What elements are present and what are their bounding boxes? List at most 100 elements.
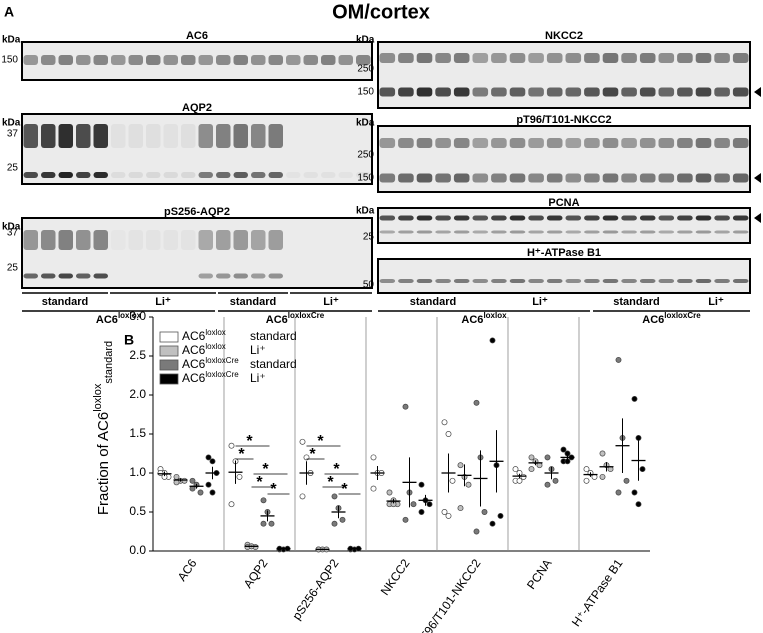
- treatment-label: Li⁺: [708, 296, 724, 308]
- data-point: [544, 454, 551, 461]
- unit-label: kDa: [356, 118, 375, 129]
- blot-band: [303, 172, 318, 178]
- blot-band: [491, 215, 507, 221]
- blot-band: [76, 273, 91, 279]
- y-tick-label: 0.5: [129, 504, 146, 518]
- data-point: [260, 497, 267, 504]
- blot-band: [546, 230, 563, 234]
- blot-band: [639, 87, 656, 97]
- blot-band: [198, 55, 213, 65]
- y-axis-label-part: Fraction of AC6: [95, 412, 112, 515]
- data-point: [228, 442, 235, 449]
- blot-band: [435, 230, 451, 234]
- blot-band: [198, 230, 213, 250]
- blot-band: [41, 273, 56, 279]
- blot-band: [23, 172, 38, 178]
- blot-band: [695, 230, 712, 234]
- data-point: [331, 493, 338, 500]
- blot-title: AC6: [186, 30, 208, 42]
- blot-band: [181, 172, 196, 178]
- blot-band: [76, 124, 91, 148]
- blot-band: [251, 230, 266, 250]
- blot-band: [509, 215, 526, 221]
- blot-band: [509, 87, 526, 97]
- size-marker: 150: [357, 87, 374, 98]
- data-point: [615, 489, 622, 496]
- blot-band: [416, 215, 433, 221]
- blot-band: [453, 138, 470, 148]
- blot-band: [714, 173, 730, 183]
- size-marker: 25: [7, 263, 19, 274]
- blot-band: [658, 173, 675, 183]
- legend-entry-part: AC6: [182, 357, 206, 371]
- blot-band: [93, 55, 108, 65]
- data-point: [339, 516, 346, 523]
- blot-band: [546, 53, 563, 63]
- blot-band: [732, 138, 749, 148]
- data-point: [197, 489, 204, 496]
- blot-band: [398, 138, 414, 148]
- y-tick-label: 3.0: [129, 309, 146, 323]
- blot-band: [93, 124, 108, 148]
- blot-band: [453, 279, 470, 283]
- unit-label: kDa: [2, 222, 21, 233]
- data-point: [299, 493, 306, 500]
- data-point: [402, 403, 409, 410]
- blot-band: [379, 279, 396, 283]
- legend-swatch: [159, 345, 179, 357]
- blot-band: [565, 215, 582, 221]
- legend-entry-part: loxlox: [205, 328, 225, 337]
- genotype-label-part: loxloxCre: [288, 311, 325, 320]
- blot-band: [472, 279, 489, 283]
- treatment-label: standard: [230, 296, 276, 308]
- blot-band: [677, 215, 693, 221]
- blot-band: [602, 215, 619, 221]
- blot-band: [41, 124, 56, 148]
- blot-band: [58, 273, 73, 279]
- blot-band: [677, 87, 693, 97]
- treatment-label: Li⁺: [323, 296, 339, 308]
- blot-band: [216, 55, 231, 65]
- data-point: [418, 509, 425, 515]
- genotype-label-part: AC6: [96, 314, 118, 326]
- data-point: [268, 520, 275, 527]
- blot-band: [268, 124, 283, 148]
- genotype-label-part: AC6: [266, 314, 288, 326]
- blot-band: [509, 138, 526, 148]
- blot-band: [163, 172, 178, 178]
- data-point: [299, 438, 306, 445]
- data-point: [236, 473, 243, 480]
- blot-band: [233, 273, 248, 279]
- treatment-label: standard: [613, 296, 659, 308]
- data-point: [189, 477, 196, 484]
- blot-band: [714, 53, 730, 63]
- data-point: [370, 485, 377, 492]
- legend-entry: Li⁺: [250, 343, 266, 357]
- blot-band: [379, 138, 396, 148]
- blot-band: [639, 215, 656, 221]
- legend-entry-part: loxlox: [205, 342, 225, 351]
- blot-band: [677, 230, 693, 234]
- blot-membrane: [377, 125, 751, 193]
- data-point: [599, 473, 606, 480]
- blot-band: [658, 215, 675, 221]
- blot-band: [23, 124, 38, 148]
- legend-entry-part: loxloxCre: [205, 356, 239, 365]
- blot-band: [303, 55, 318, 65]
- blot-band: [732, 53, 749, 63]
- data-point: [552, 477, 559, 484]
- blot-band: [453, 87, 470, 97]
- blot-band: [546, 173, 563, 183]
- blot-band: [695, 87, 712, 97]
- data-point: [489, 520, 496, 527]
- blot-band: [732, 279, 749, 283]
- legend-entry: AC6loxloxCre: [182, 356, 239, 371]
- size-marker: 50: [363, 280, 375, 291]
- blot-band: [453, 230, 470, 234]
- blot-band: [416, 53, 433, 63]
- y-axis-label-part: standard: [103, 341, 115, 384]
- y-axis-label-part: loxlox: [92, 383, 104, 412]
- blot-band: [732, 87, 749, 97]
- blot-band: [472, 87, 489, 97]
- blot-band: [111, 172, 126, 178]
